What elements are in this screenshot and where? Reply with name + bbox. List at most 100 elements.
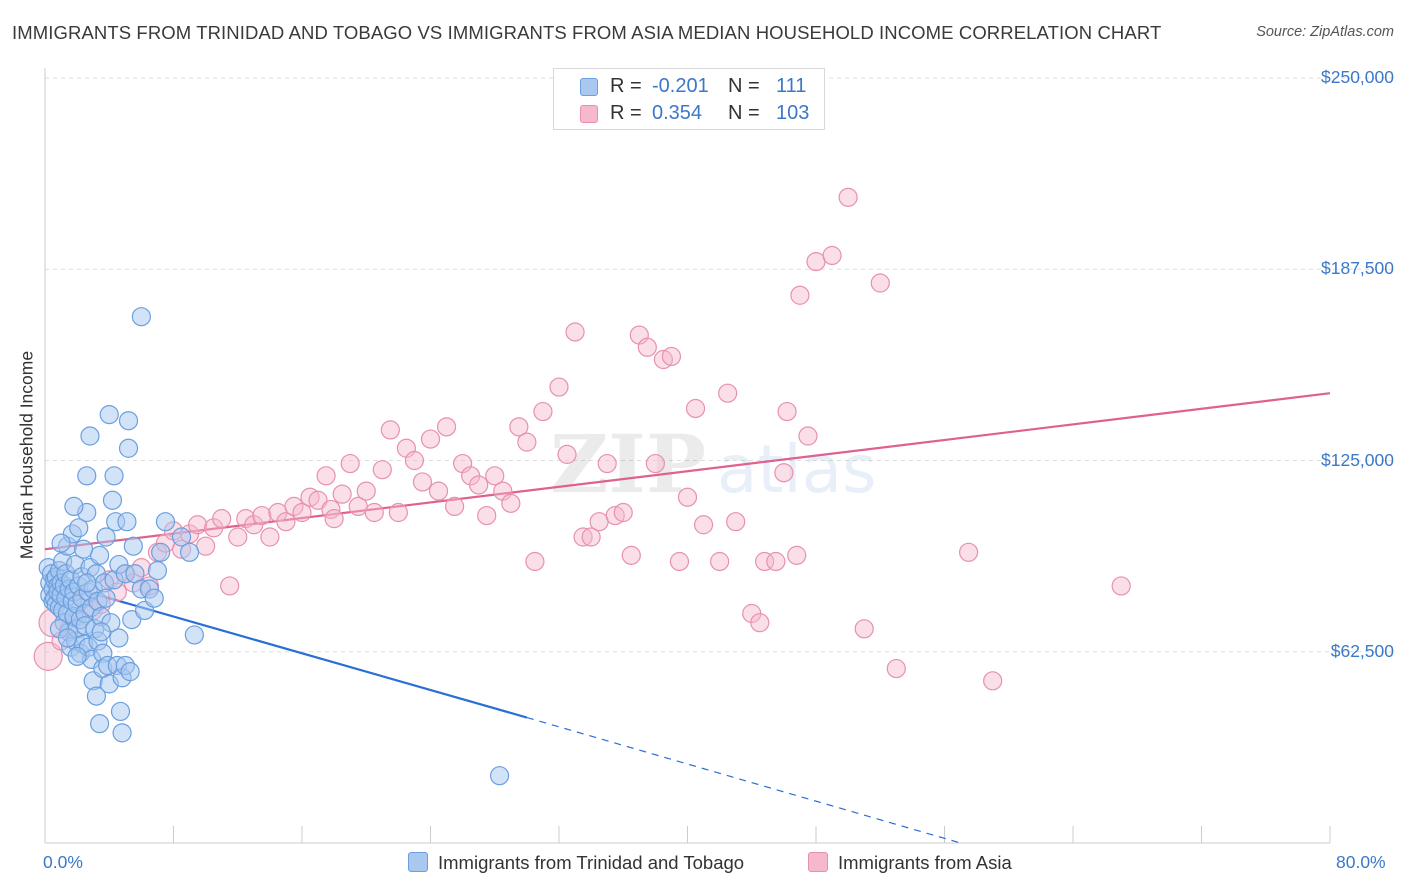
data-point-asia <box>661 346 682 367</box>
legend-n-value: 111 <box>776 75 807 97</box>
data-point-asia <box>710 551 730 572</box>
data-point-asia <box>726 512 746 532</box>
data-point-asia <box>750 613 770 633</box>
trend-line-trinidad-extension <box>526 716 961 844</box>
data-point-trinidad <box>77 573 97 593</box>
data-point-asia <box>356 481 376 501</box>
data-point-asia <box>388 502 408 523</box>
data-point-asia <box>276 512 296 532</box>
data-point-asia <box>196 536 216 556</box>
data-point-trinidad <box>171 527 192 547</box>
legend-swatch-pink <box>808 852 828 872</box>
data-point-asia <box>187 515 208 535</box>
data-point-asia <box>613 502 633 523</box>
data-point-asia <box>557 444 577 464</box>
data-point-asia <box>436 417 457 437</box>
legend-item-asia[interactable]: Immigrants from Asia <box>808 852 1012 874</box>
data-point-asia <box>718 383 738 403</box>
data-point-trinidad <box>151 542 171 562</box>
series-asia-points <box>33 187 1131 691</box>
data-point-asia <box>420 429 441 449</box>
y-axis-label: Median Household Income <box>16 350 37 560</box>
data-point-asia <box>380 420 400 440</box>
data-point-asia <box>428 481 449 501</box>
legend-n-label: N = <box>728 102 760 124</box>
data-point-asia <box>412 472 433 492</box>
data-point-trinidad <box>96 588 116 608</box>
data-point-trinidad <box>109 628 129 648</box>
data-point-asia <box>983 671 1003 691</box>
data-point-asia <box>685 398 706 419</box>
y-tick-label: $125,000 <box>1321 449 1394 470</box>
data-point-asia <box>581 527 601 547</box>
data-point-trinidad <box>67 646 87 666</box>
data-point-asia <box>597 453 617 474</box>
data-point-trinidad <box>86 686 107 706</box>
data-point-asia <box>252 505 272 526</box>
data-point-asia <box>822 245 842 266</box>
legend-r-label: R = <box>610 102 642 124</box>
trend-lines <box>44 392 1331 844</box>
legend-n-value: 103 <box>776 102 810 124</box>
x-tick-min: 0.0% <box>43 852 83 872</box>
data-point-trinidad <box>184 625 204 645</box>
data-point-asia <box>806 252 826 272</box>
data-point-trinidad <box>123 536 143 556</box>
legend-r-label: R = <box>610 75 642 97</box>
data-point-asia <box>485 466 505 486</box>
data-point-asia <box>212 509 232 529</box>
data-point-trinidad <box>51 533 71 553</box>
data-point-trinidad <box>118 411 139 431</box>
data-point-trinidad <box>120 662 140 682</box>
y-tick-label: $250,000 <box>1321 67 1394 87</box>
legend-label-trinidad: Immigrants from Trinidad and Tobago <box>438 852 745 873</box>
legend-r-value: 0.354 <box>652 102 703 124</box>
data-point-trinidad <box>57 628 78 648</box>
trend-line-asia <box>44 392 1331 551</box>
data-point-trinidad <box>104 466 124 486</box>
y-tick-label: $187,500 <box>1321 258 1394 279</box>
legend-item-trinidad[interactable]: Immigrants from Trinidad and Tobago <box>408 852 744 874</box>
data-point-asia <box>228 527 248 547</box>
data-point-asia <box>787 545 807 565</box>
legend-swatch-pink <box>580 105 598 123</box>
data-point-asia <box>549 377 569 397</box>
legend-n-label: N = <box>728 75 760 97</box>
legend-r-value: -0.201 <box>652 75 709 97</box>
data-point-trinidad <box>77 466 97 486</box>
data-point-asia <box>637 337 657 357</box>
data-point-asia <box>798 426 818 446</box>
data-point-asia <box>854 619 874 639</box>
legend-swatch-blue <box>580 78 598 96</box>
data-point-asia <box>469 475 489 495</box>
data-point-asia <box>766 551 786 572</box>
data-point-asia <box>340 453 360 474</box>
data-point-asia <box>774 463 794 483</box>
data-point-trinidad <box>118 438 139 458</box>
data-point-asia <box>565 322 585 342</box>
data-point-asia <box>669 551 690 572</box>
watermark: ZIP atlas <box>550 417 877 511</box>
data-point-trinidad <box>80 426 100 446</box>
legend-swatch-blue <box>408 852 428 872</box>
data-point-asia <box>525 551 545 572</box>
data-point-asia <box>1111 576 1131 596</box>
correlation-legend: R = -0.201 N = 111 R = 0.354 N = 103 <box>553 68 825 130</box>
data-point-asia <box>324 509 344 529</box>
data-point-asia <box>838 187 858 207</box>
data-point-asia <box>958 542 979 562</box>
data-point-trinidad <box>112 723 132 743</box>
legend-row-trinidad: R = -0.201 N = 111 <box>554 74 824 100</box>
data-point-trinidad <box>147 561 168 581</box>
data-point-trinidad <box>91 622 111 642</box>
data-point-trinidad <box>155 512 176 532</box>
data-point-trinidad <box>179 542 200 562</box>
data-point-asia <box>677 487 698 507</box>
source-label: Source: ZipAtlas.com <box>1256 24 1394 40</box>
data-point-trinidad <box>102 490 123 510</box>
data-point-asia <box>33 641 63 671</box>
data-point-asia <box>372 460 392 480</box>
data-point-trinidad <box>117 512 137 532</box>
watermark-zip: ZIP <box>550 417 706 511</box>
